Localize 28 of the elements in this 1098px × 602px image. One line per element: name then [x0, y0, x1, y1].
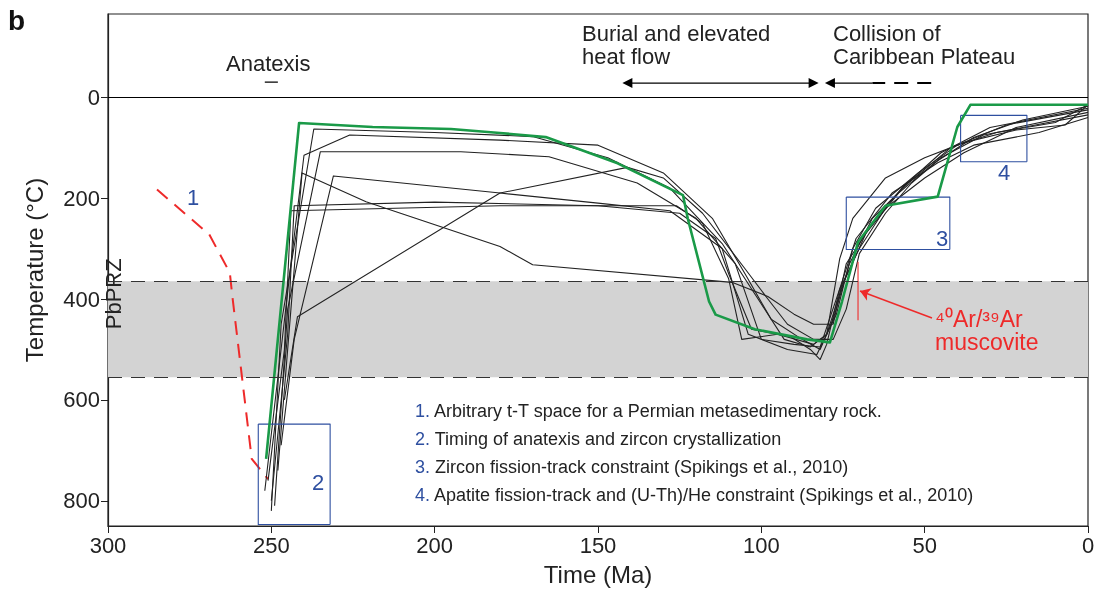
x-tick-label: 250 — [252, 532, 290, 558]
band-label: PbPRZ — [100, 258, 126, 330]
annotation: 4. Apatite fission-track and (U-Th)/He constraint (Spikings et al., 2010) — [415, 485, 974, 505]
annotation: 2 — [312, 469, 325, 495]
x-tick-label: 300 — [89, 532, 127, 558]
x-tick-label: 50 — [912, 532, 937, 558]
x-tick-label: 100 — [742, 532, 780, 558]
annotation: Collision of Caribbean Plateau — [833, 21, 1016, 69]
y-tick-label: 600 — [63, 387, 100, 413]
x-tick-label: 0 — [1081, 532, 1095, 558]
y-tick-label: 800 — [63, 488, 100, 514]
annotation: 1. Arbitrary t-T space for a Permian metasedimentary rock. — [415, 401, 882, 421]
x-axis-title: Time (Ma) — [543, 560, 653, 588]
y-tick-label: 400 — [63, 286, 100, 312]
annotation: 2. Timing of anatexis and zircon crystallization — [415, 429, 782, 449]
x-tick-label: 200 — [416, 532, 454, 558]
text: b — [8, 4, 26, 36]
annotation: Burial and elevated heat flow — [582, 21, 771, 69]
annotation: 1 — [187, 184, 200, 210]
y-tick-label: 200 — [63, 185, 100, 211]
annotation: 3 — [936, 225, 949, 251]
y-tick-label: 0 — [87, 84, 100, 110]
y-axis-title: Temperature (°C) — [20, 177, 48, 363]
annotation: ⁴⁰Ar/³⁹Ar muscovite — [935, 305, 1039, 355]
annotation: 4 — [998, 159, 1011, 185]
annotation: 3. Zircon fission-track constraint (Spikings et al., 2010) — [415, 457, 849, 477]
x-tick-label: 150 — [579, 532, 617, 558]
annotation: Anatexis — [226, 50, 311, 76]
